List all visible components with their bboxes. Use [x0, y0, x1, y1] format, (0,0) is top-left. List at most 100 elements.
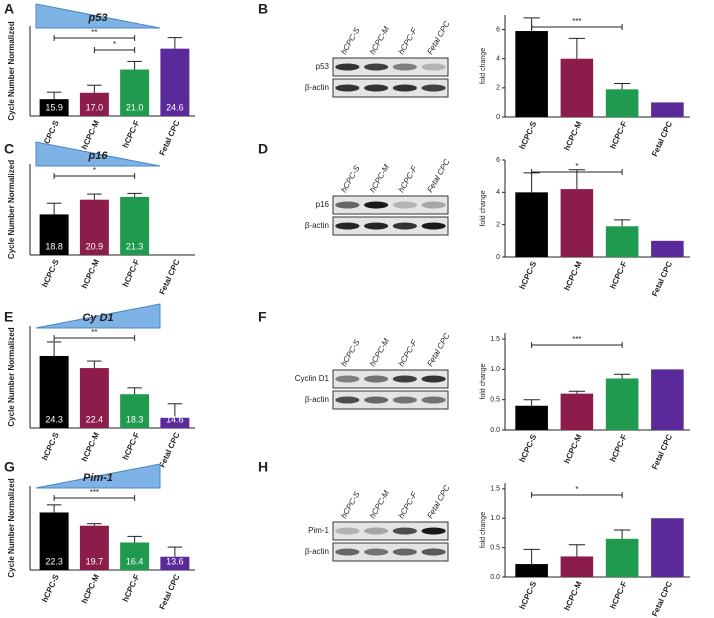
- y-axis-label: fold change: [480, 512, 487, 548]
- blot-band: [364, 63, 389, 71]
- bar: [120, 394, 150, 428]
- blot-frame: [332, 216, 449, 236]
- blot-row-label: β-actin: [305, 395, 329, 404]
- blot-frame: [332, 521, 449, 541]
- lane-label: hCPC-M: [368, 163, 391, 194]
- lane-label: hCPC-M: [368, 337, 391, 368]
- significance-label: *: [575, 162, 578, 171]
- blot-band: [364, 527, 389, 535]
- x-tick-label: Fetal CPC: [650, 120, 674, 158]
- blot-row-label: Pim-1: [308, 526, 329, 535]
- y-axis-label: fold change: [480, 363, 487, 399]
- x-tick-label: Fetal CPC: [650, 433, 674, 471]
- blot-frame: [332, 390, 449, 410]
- x-tick-label: hCPC-S: [40, 430, 61, 461]
- gradient-triangle: [35, 463, 161, 489]
- significance-label: **: [91, 328, 97, 337]
- bar: [160, 48, 190, 117]
- x-tick-label: hCPC-S: [518, 579, 539, 610]
- gene-label: p53: [88, 12, 108, 24]
- x-tick-label: hCPC-M: [80, 258, 101, 290]
- panel-letter: C: [4, 141, 14, 157]
- x-tick-label: hCPC-F: [121, 119, 142, 149]
- blot-band: [335, 63, 360, 71]
- y-tick-label: 0.5: [490, 544, 500, 551]
- bar: [651, 102, 684, 117]
- y-tick-label: 0: [496, 254, 500, 261]
- blot-row-label: β-actin: [305, 83, 329, 92]
- x-tick-label: Fetal CPC: [157, 431, 181, 469]
- blot-band: [421, 548, 446, 556]
- bar: [605, 378, 639, 430]
- bar-value-label: 18.8: [45, 241, 63, 251]
- y-tick-label: 1.5: [490, 336, 500, 343]
- blot-frame: [332, 57, 449, 77]
- blot-band: [335, 375, 360, 383]
- blot-band: [421, 63, 446, 71]
- blot-band: [392, 375, 417, 383]
- blot-band: [364, 201, 389, 209]
- y-axis-label: fold change: [480, 190, 487, 226]
- blot-band: [364, 548, 389, 556]
- x-tick-label: hCPC-S: [40, 572, 61, 603]
- blot-frame: [332, 195, 449, 215]
- significance-label: *: [93, 166, 96, 175]
- y-tick-label: 4: [496, 56, 500, 63]
- bar: [560, 58, 594, 117]
- x-tick-label: hCPC-F: [608, 433, 629, 463]
- bar: [79, 199, 109, 255]
- lane-label: hCPC-S: [339, 26, 362, 56]
- bar: [39, 214, 69, 255]
- blot-row-label: p53: [316, 62, 330, 71]
- significance-label: **: [91, 28, 97, 37]
- gene-label: Cy D1: [82, 312, 113, 324]
- bar: [120, 542, 150, 570]
- lane-label: Fetal CPC: [425, 157, 451, 194]
- blot-band: [364, 375, 389, 383]
- y-axis-label: Cycle Number Normalized: [7, 327, 16, 426]
- bar: [39, 99, 69, 116]
- gradient-triangle: [35, 141, 161, 167]
- x-tick-label: hCPC-S: [518, 119, 539, 150]
- y-tick-label: 1.0: [490, 515, 500, 522]
- panel-letter: D: [258, 141, 268, 157]
- bar-value-label: 22.4: [86, 414, 104, 424]
- bar-value-label: 24.6: [166, 102, 184, 112]
- blot-band: [335, 396, 360, 404]
- lane-label: Fetal CPC: [425, 483, 451, 520]
- gradient-triangle: [35, 3, 161, 29]
- panel-letter: G: [4, 459, 15, 475]
- y-axis-label: Cycle Number Normalized: [7, 478, 16, 577]
- lane-label: hCPC-S: [339, 490, 362, 520]
- panel-letter: H: [258, 459, 268, 475]
- gene-label: Pim-1: [83, 472, 113, 484]
- blot-band: [392, 396, 417, 404]
- bar: [560, 189, 594, 257]
- panel-letter: A: [4, 1, 14, 17]
- bar-value-label: 17.0: [86, 102, 104, 112]
- x-tick-label: hCPC-S: [40, 257, 61, 288]
- y-tick-label: 6: [496, 157, 500, 164]
- y-axis-label: Cycle Number Normalized: [7, 160, 16, 259]
- bar: [120, 196, 150, 255]
- blot-frame: [332, 542, 449, 562]
- blot-band: [392, 84, 417, 92]
- bar: [605, 226, 639, 257]
- x-tick-label: hCPC-F: [608, 260, 629, 290]
- y-tick-label: 1.0: [490, 366, 500, 373]
- bar-value-label: 21.0: [126, 102, 144, 112]
- gene-label: p16: [88, 150, 109, 162]
- bar: [79, 525, 109, 570]
- blot-band: [421, 84, 446, 92]
- blot-band: [392, 63, 417, 71]
- bar: [605, 538, 639, 577]
- blot-band: [335, 527, 360, 535]
- y-tick-label: 0: [496, 114, 500, 121]
- lane-label: hCPC-M: [368, 25, 391, 56]
- bar-value-label: 16.4: [126, 556, 144, 566]
- blot-band: [364, 84, 389, 92]
- blot-band: [364, 396, 389, 404]
- bar: [515, 405, 548, 430]
- bar: [39, 355, 69, 428]
- bar: [560, 393, 594, 430]
